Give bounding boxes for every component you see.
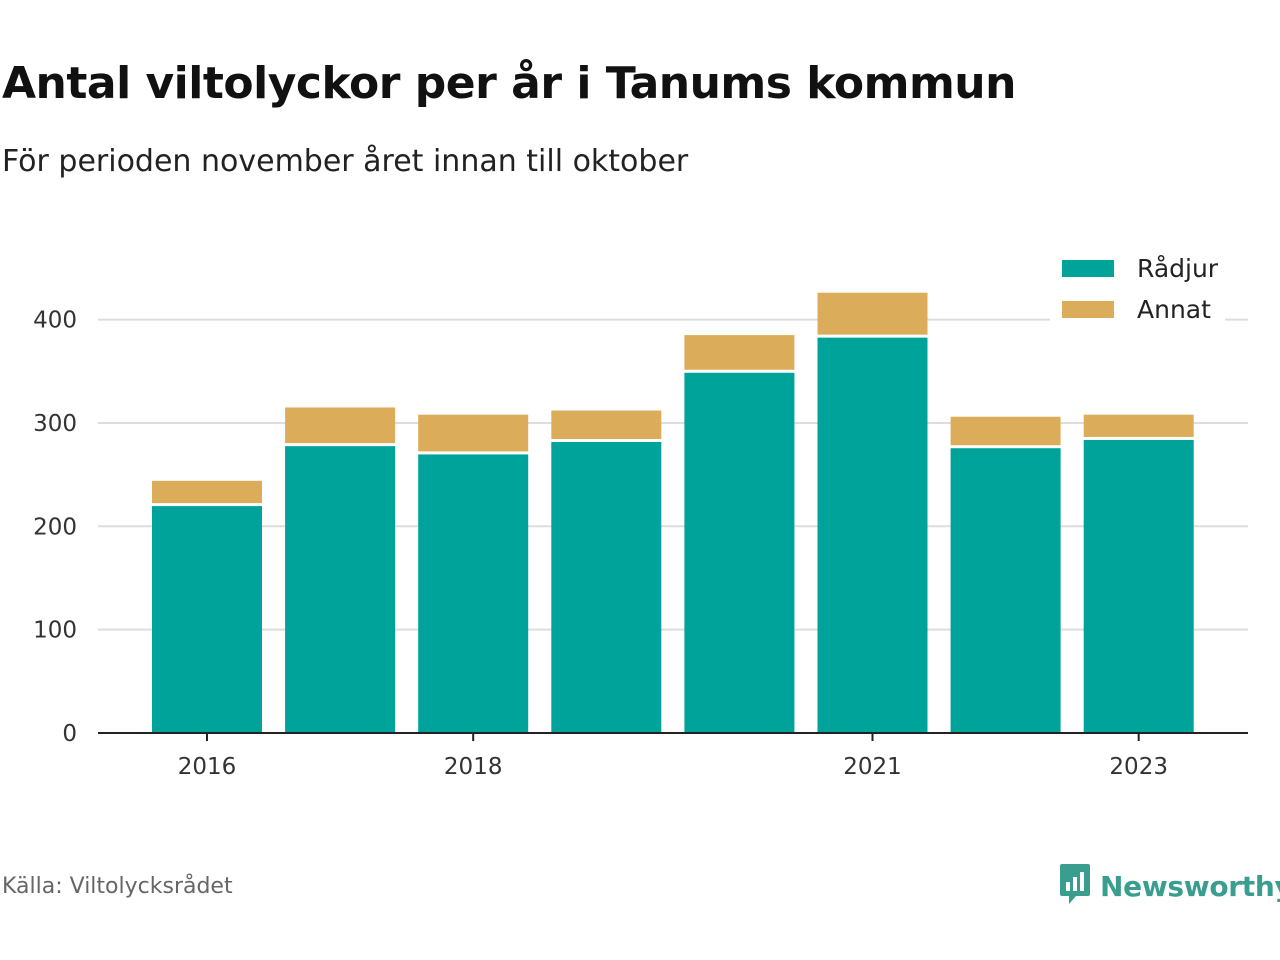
bar-annat-2016: [152, 480, 262, 504]
axes: 0 100 200 300 400 2016 2018 2021 2023: [33, 308, 1248, 780]
legend-swatch-annat: [1062, 301, 1114, 318]
chart-subtitle: För perioden november året innan till ok…: [2, 144, 689, 179]
x-tick-label: 2021: [843, 754, 902, 780]
y-tick-label: 200: [33, 514, 77, 540]
x-tick-label: 2023: [1109, 754, 1168, 780]
y-tick-label: 0: [62, 721, 77, 747]
y-tick-label: 400: [33, 308, 77, 334]
brand-name: Newsworthy: [1100, 869, 1280, 903]
bar-annat-2023: [1083, 414, 1194, 437]
y-tick-label: 300: [33, 411, 77, 437]
bar-radjur-2020: [684, 372, 795, 733]
bar-annat-2021: [817, 292, 928, 335]
bar-annat-2018: [418, 414, 529, 452]
bar-annat-2017: [285, 407, 396, 444]
x-tick-label: 2016: [178, 754, 237, 780]
bar-annat-2019: [551, 410, 662, 440]
bar-radjur-2018: [418, 454, 529, 733]
brand-logo: Newsworthy: [1058, 862, 1280, 910]
bar-radjur-2023: [1083, 439, 1194, 733]
x-tick-label: 2018: [444, 754, 503, 780]
bar-annat-2020: [684, 335, 795, 370]
legend-swatch-radjur: [1062, 260, 1114, 277]
source-note: Källa: Viltolycksrådet: [2, 874, 233, 899]
legend: Rådjur Annat: [1050, 248, 1225, 330]
chart-title: Antal viltolyckor per år i Tanums kommun: [2, 58, 1016, 109]
legend-label-radjur: Rådjur: [1137, 254, 1219, 283]
bar-radjur-2017: [285, 446, 396, 733]
y-tick-label: 100: [33, 618, 77, 644]
bar-radjur-2021: [817, 337, 928, 733]
grid-lines: [98, 318, 1248, 631]
bar-annat-2022: [950, 416, 1061, 446]
bar-chart-speech-bubble-icon: [1058, 862, 1092, 910]
bar-radjur-2019: [551, 442, 662, 733]
bar-radjur-2022: [950, 448, 1061, 733]
bars: [152, 292, 1194, 733]
legend-label-annat: Annat: [1137, 295, 1211, 324]
bar-radjur-2016: [152, 506, 262, 733]
